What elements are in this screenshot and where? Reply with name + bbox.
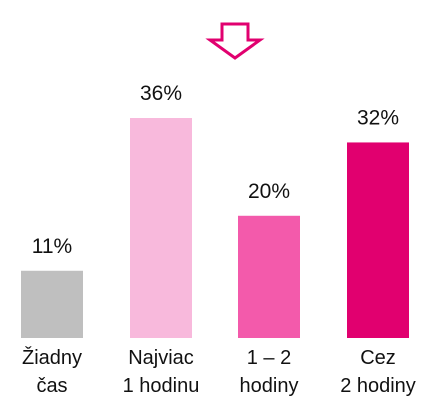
bar [21,270,83,338]
category-label: 1 – 2 hodiny [239,347,299,397]
bar [130,118,192,338]
value-label: 20% [248,180,290,203]
bar [347,142,409,338]
category-label: Cez 2 hodiny [340,347,416,397]
value-label: 36% [140,82,182,105]
bar [238,215,300,338]
value-label: 11% [32,235,72,258]
value-label: 32% [357,106,399,129]
arrow-icon [205,22,265,60]
category-label: Žiadny čas [21,347,83,397]
category-label: Najviac 1 hodinu [122,347,200,397]
